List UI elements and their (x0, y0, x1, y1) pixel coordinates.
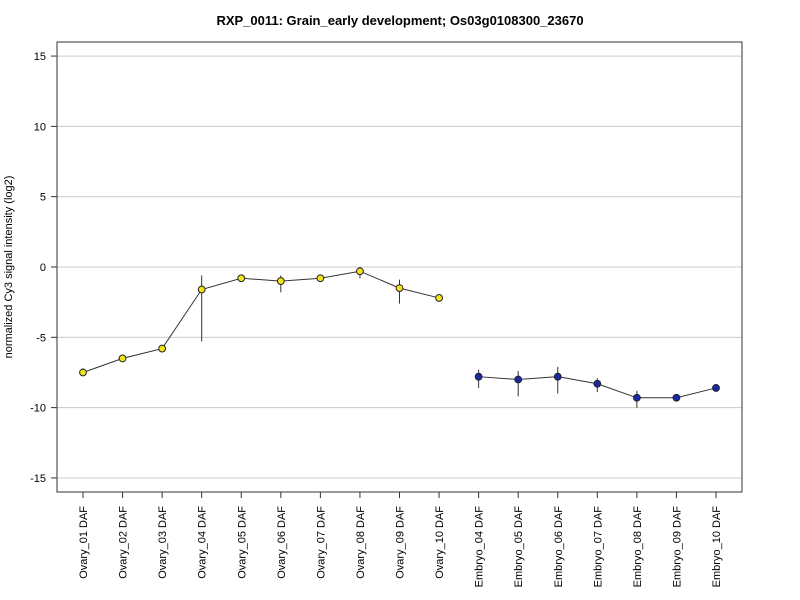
x-tick-label: Embryo_05 DAF (513, 506, 525, 588)
data-point (553, 372, 562, 381)
y-tick-label: 0 (40, 262, 46, 274)
x-tick-label: Ovary_08 DAF (355, 506, 367, 579)
data-point (395, 284, 404, 292)
y-tick-label: 10 (34, 121, 46, 133)
y-tick-label: 15 (34, 51, 46, 63)
data-point (474, 372, 483, 381)
data-point (158, 344, 167, 353)
data-point (356, 267, 364, 276)
series-line (82, 270, 440, 373)
x-tick-label: Ovary_07 DAF (315, 506, 327, 579)
x-tick-label: Ovary_04 DAF (197, 506, 209, 579)
x-tick-label: Ovary_05 DAF (236, 506, 248, 579)
x-tick-label: Embryo_08 DAF (632, 506, 644, 588)
chart-title: RXP_0011: Grain_early development; Os03g… (216, 13, 584, 28)
x-tick-label: Ovary_06 DAF (276, 506, 288, 579)
x-tick-label: Ovary_02 DAF (118, 506, 130, 579)
y-tick-label: 5 (40, 192, 46, 204)
x-tick-label: Ovary_01 DAF (78, 506, 90, 579)
data-point (632, 393, 641, 402)
data-point (79, 368, 87, 377)
x-tick-label: Ovary_03 DAF (157, 506, 169, 579)
data-point (316, 274, 325, 283)
data-point (276, 277, 285, 285)
x-tick-label: Embryo_04 DAF (474, 506, 486, 588)
data-point (237, 274, 246, 283)
data-point (712, 384, 720, 392)
x-tick-label: Embryo_06 DAF (553, 506, 565, 588)
x-tick-label: Embryo_07 DAF (592, 506, 604, 588)
y-axis-label: normalized Cy3 signal intensity (log2) (3, 176, 15, 359)
data-point (435, 294, 443, 302)
x-tick-label: Embryo_09 DAF (671, 506, 683, 588)
data-point (514, 375, 523, 384)
y-tick-label: -5 (36, 332, 46, 344)
data-point (593, 379, 602, 388)
y-tick-label: -15 (30, 473, 46, 485)
y-tick-label: -10 (30, 403, 46, 415)
x-tick-label: Embryo_10 DAF (711, 506, 723, 588)
x-tick-label: Ovary_10 DAF (434, 506, 446, 579)
data-point (672, 393, 681, 402)
data-point (197, 285, 206, 294)
data-point (118, 354, 127, 363)
x-tick-label: Ovary_09 DAF (395, 506, 407, 579)
